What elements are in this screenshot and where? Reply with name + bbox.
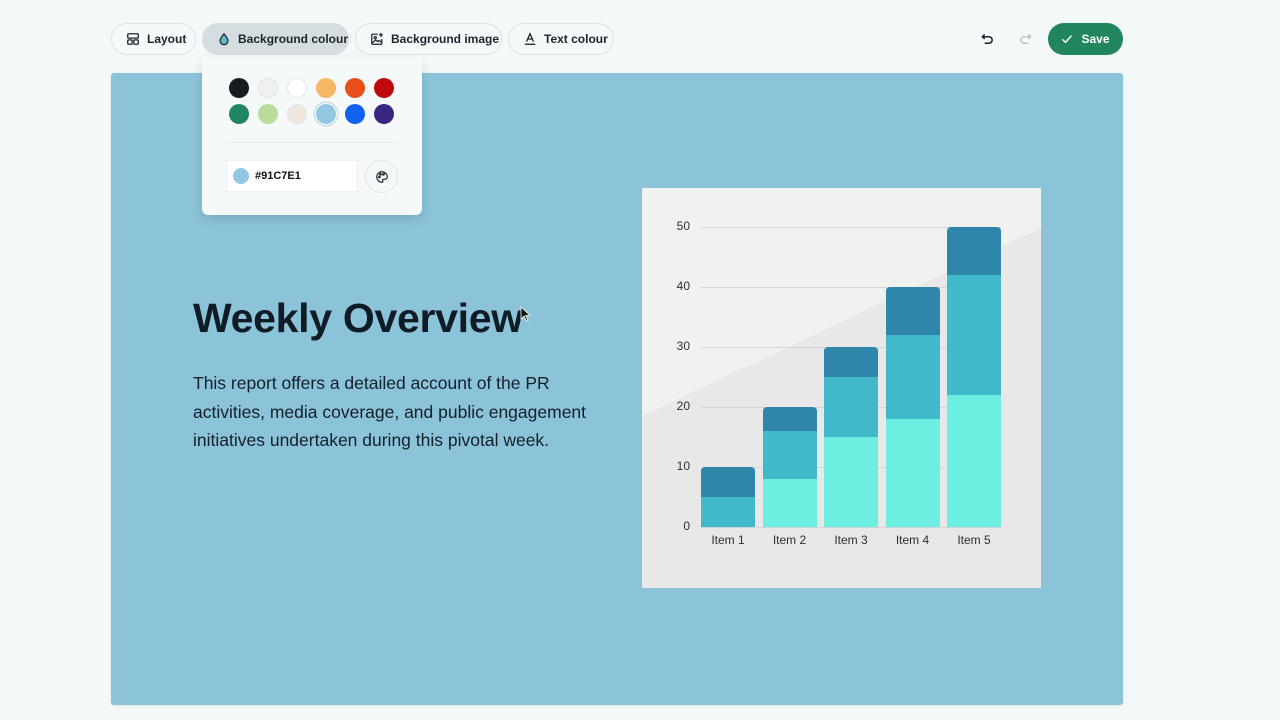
x-axis-label: Item 2 — [772, 533, 807, 547]
bar-segment — [762, 431, 817, 479]
text-colour-icon — [524, 32, 536, 45]
background-image-label: Background image — [391, 32, 500, 46]
x-axis-label: Item 4 — [895, 533, 930, 547]
palette-icon — [375, 170, 388, 183]
colour-swatch[interactable] — [316, 104, 336, 124]
stacked-bar-chart[interactable]: 0 10 20 30 40 50 Item 1 Item 2 Item 3 Item 4 Item … — [642, 188, 1041, 588]
layout-label: Layout — [147, 32, 187, 46]
colour-swatch[interactable] — [374, 104, 394, 124]
current-colour-dot — [233, 168, 249, 184]
image-add-icon — [371, 32, 383, 45]
bar-segment — [824, 437, 878, 527]
layout-button[interactable]: Layout — [111, 23, 196, 55]
background-image-button[interactable]: Background image — [355, 23, 502, 55]
hex-colour-input[interactable]: #91C7E1 — [226, 160, 358, 192]
slide-canvas[interactable]: Weekly Overview This report offers a det… — [111, 73, 1123, 705]
bar-segment — [947, 275, 1001, 395]
slide-title[interactable]: Weekly Overview — [193, 295, 523, 341]
colour-swatch[interactable] — [374, 78, 394, 98]
bar-item-1[interactable] — [701, 467, 755, 527]
text-colour-label: Text colour — [544, 32, 608, 46]
colour-swatch[interactable] — [287, 104, 307, 124]
y-axis-tick: 0 — [683, 519, 690, 533]
save-button[interactable]: Save — [1048, 23, 1123, 55]
x-axis-label: Item 5 — [957, 533, 991, 547]
slide-body-text[interactable]: This report offers a detailed account of… — [193, 373, 587, 450]
mouse-cursor-icon — [520, 306, 532, 322]
colour-swatch[interactable] — [287, 78, 307, 98]
bar-segment — [885, 335, 940, 419]
bar-item-4[interactable] — [885, 287, 940, 527]
background-colour-label: Background colour — [238, 32, 349, 46]
y-axis-tick: 20 — [676, 399, 690, 413]
gridline — [701, 527, 1001, 528]
bar-segment — [701, 497, 755, 527]
check-icon — [1062, 35, 1073, 44]
colour-swatch[interactable] — [229, 104, 249, 124]
gridline — [701, 287, 1001, 288]
background-colour-popover: #91C7E1 — [202, 57, 422, 215]
bar-segment — [762, 407, 817, 431]
bar-segment — [947, 395, 1001, 527]
bar-segment — [824, 377, 878, 437]
bar-segment — [701, 467, 755, 497]
bar-item-2[interactable] — [762, 407, 817, 527]
x-axis-label: Item 3 — [834, 533, 868, 547]
text-colour-button[interactable]: Text colour — [508, 23, 614, 55]
colour-swatch[interactable] — [345, 78, 365, 98]
redo-button[interactable] — [1013, 27, 1037, 51]
popover-divider — [226, 142, 398, 143]
layout-icon — [127, 33, 139, 45]
redo-icon — [1019, 33, 1032, 44]
y-axis-tick: 30 — [676, 339, 690, 353]
y-axis-tick: 40 — [676, 279, 690, 293]
hex-value: #91C7E1 — [255, 170, 301, 182]
undo-icon — [980, 33, 993, 44]
colour-swatch[interactable] — [316, 78, 336, 98]
droplet-icon — [219, 32, 229, 46]
gridline — [701, 227, 1001, 228]
bar-segment — [947, 227, 1001, 275]
colour-swatch[interactable] — [258, 78, 278, 98]
bar-item-5[interactable] — [947, 227, 1001, 527]
colour-swatch[interactable] — [258, 104, 278, 124]
bar-item-3[interactable] — [824, 347, 878, 527]
editor-toolbar: Layout Background colour Background imag… — [0, 0, 1280, 72]
y-axis-tick: 10 — [676, 459, 690, 473]
colour-swatch[interactable] — [345, 104, 365, 124]
y-axis-tick: 50 — [676, 219, 690, 233]
bar-segment — [762, 479, 817, 527]
bar-segment — [885, 419, 940, 527]
save-label: Save — [1081, 32, 1110, 46]
x-axis-label: Item 1 — [711, 533, 745, 547]
bar-segment — [824, 347, 878, 377]
custom-colour-button[interactable] — [365, 160, 398, 193]
background-colour-button[interactable]: Background colour — [202, 23, 349, 55]
colour-swatch[interactable] — [229, 78, 249, 98]
bar-segment — [885, 287, 940, 335]
undo-button[interactable] — [975, 27, 999, 51]
